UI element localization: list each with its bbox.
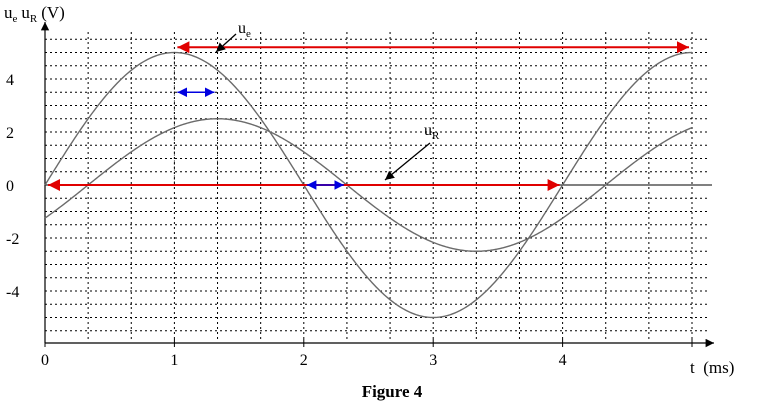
x-tick-label: 2: [300, 352, 308, 369]
x-tick-label: 3: [429, 352, 437, 369]
series-line: [44, 118, 693, 252]
annotations: [48, 33, 689, 191]
y-axis-label: ue uR (V): [4, 3, 65, 25]
series-label-ur: uR: [424, 122, 440, 142]
y-tick-label: 4: [6, 72, 14, 89]
x-tick-label: 0: [41, 352, 49, 369]
series-line: [44, 51, 693, 319]
pointer-arrow-ur: [384, 142, 431, 181]
pointer-arrow-ue: [215, 33, 237, 53]
x-tick-label: 4: [559, 352, 567, 369]
chart-title: Figure 4: [362, 382, 423, 401]
x-tick-label: 1: [170, 352, 178, 369]
y-tick-label: -2: [6, 231, 19, 248]
series-label-ue: ue: [238, 20, 251, 40]
series: [44, 51, 693, 319]
y-tick-label: -4: [6, 284, 19, 301]
y-tick-label: 2: [6, 125, 14, 142]
labels: 0 1 2 3 4 4 2 0 -2 -4 ue uR: [6, 20, 567, 369]
y-tick-label: 0: [6, 178, 14, 195]
grid: [45, 32, 710, 341]
x-axis-label: t (ms): [690, 358, 734, 377]
